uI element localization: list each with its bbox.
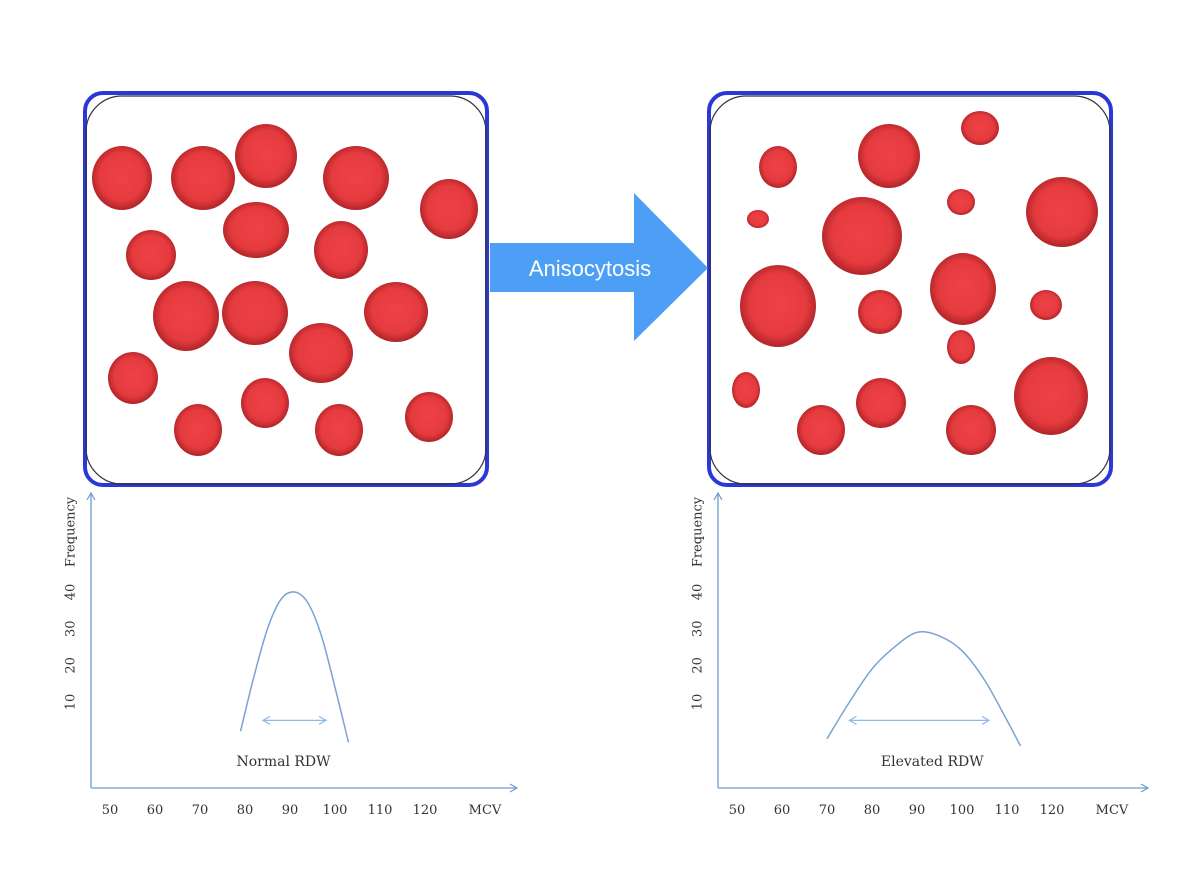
- y-axis-label: Frequency: [691, 496, 706, 567]
- red-blood-cell: [858, 124, 920, 188]
- y-tick-label: 10: [64, 694, 79, 711]
- anisocytosis-cells-panel: [707, 91, 1113, 487]
- panel-frame: [83, 91, 489, 487]
- arrow-label: Anisocytosis: [529, 256, 651, 281]
- y-tick-label: 20: [64, 657, 79, 674]
- y-tick-label: 40: [691, 584, 706, 601]
- red-blood-cell: [315, 404, 363, 456]
- red-blood-cells: [92, 124, 478, 456]
- x-tick-label: 110: [995, 803, 1020, 818]
- red-blood-cell: [223, 202, 289, 258]
- red-blood-cell: [856, 378, 906, 428]
- red-blood-cell: [961, 111, 999, 145]
- elevated-rdw-chart: 50 60 70 80 90 100 110 120 MCV 10 20 30 40 Frequency E…: [691, 491, 1150, 818]
- x-tick-label: 90: [282, 803, 299, 818]
- red-blood-cell: [126, 230, 176, 280]
- red-blood-cell: [420, 179, 478, 239]
- distribution-curve: [826, 630, 1022, 747]
- x-tick-label: 90: [909, 803, 926, 818]
- x-tick-label: 110: [368, 803, 393, 818]
- x-tick-label: 70: [192, 803, 209, 818]
- red-blood-cell: [222, 281, 288, 345]
- y-axis-label: Frequency: [64, 496, 79, 567]
- y-tick-label: 40: [64, 584, 79, 601]
- x-axis-label: MCV: [469, 803, 502, 818]
- red-blood-cell: [241, 378, 289, 428]
- red-blood-cell: [947, 189, 975, 215]
- red-blood-cells: [732, 111, 1098, 455]
- red-blood-cell: [314, 221, 368, 279]
- red-blood-cell: [1030, 290, 1062, 320]
- y-tick-label: 30: [64, 620, 79, 637]
- y-tick-label: 10: [691, 694, 706, 711]
- x-tick-label: 60: [147, 803, 164, 818]
- x-tick-label: 120: [1040, 803, 1065, 818]
- red-blood-cell: [740, 265, 816, 347]
- x-tick-label: 80: [864, 803, 881, 818]
- red-blood-cell: [930, 253, 996, 325]
- red-blood-cell: [289, 323, 353, 383]
- x-axis-label: MCV: [1096, 803, 1129, 818]
- rdw-annotation: Normal RDW: [236, 754, 331, 770]
- x-tick-label: 60: [774, 803, 791, 818]
- x-tick-label: 100: [323, 803, 348, 818]
- x-tick-label: 50: [102, 803, 119, 818]
- red-blood-cell: [947, 330, 975, 364]
- distribution-curve: [239, 591, 350, 743]
- red-blood-cell: [108, 352, 158, 404]
- red-blood-cell: [858, 290, 902, 334]
- normal-rdw-chart: 50 60 70 80 90 100 110 120 MCV 10 20 30 40 Frequency N…: [64, 491, 519, 818]
- x-tick-label: 50: [729, 803, 746, 818]
- red-blood-cell: [364, 282, 428, 342]
- panel-frame: [707, 91, 1113, 487]
- red-blood-cell: [174, 404, 222, 456]
- arrow-shape: [490, 193, 708, 341]
- red-blood-cell: [405, 392, 453, 442]
- red-blood-cell: [1014, 357, 1088, 435]
- red-blood-cell: [822, 197, 902, 275]
- red-blood-cell: [732, 372, 760, 408]
- red-blood-cell: [235, 124, 297, 188]
- y-tick-label: 20: [691, 657, 706, 674]
- red-blood-cell: [946, 405, 996, 455]
- panel-inner-frame: [709, 95, 1111, 485]
- red-blood-cell: [797, 405, 845, 455]
- red-blood-cell: [759, 146, 797, 188]
- y-tick-label: 30: [691, 620, 706, 637]
- x-tick-label: 70: [819, 803, 836, 818]
- red-blood-cell: [153, 281, 219, 351]
- normal-cells-panel: [83, 91, 489, 487]
- x-tick-label: 80: [237, 803, 254, 818]
- red-blood-cell: [323, 146, 389, 210]
- transition-arrow: Anisocytosis: [490, 193, 708, 341]
- red-blood-cell: [171, 146, 235, 210]
- rdw-annotation: Elevated RDW: [881, 754, 984, 770]
- red-blood-cell: [1026, 177, 1098, 247]
- red-blood-cell: [92, 146, 152, 210]
- panel-inner-frame: [85, 95, 487, 485]
- x-tick-label: 120: [413, 803, 438, 818]
- red-blood-cell: [747, 210, 769, 228]
- x-tick-label: 100: [950, 803, 975, 818]
